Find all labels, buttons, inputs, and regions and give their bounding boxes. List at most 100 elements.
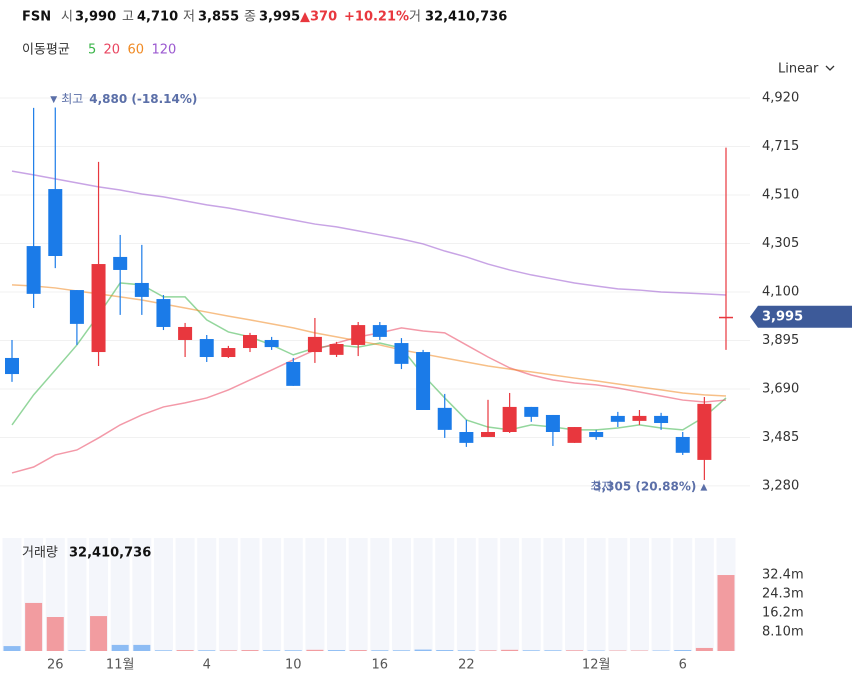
moving-average [11, 170, 727, 296]
volume-bar [306, 649, 324, 651]
candle-body [654, 415, 669, 424]
volume-column-bg [348, 538, 368, 651]
volume-column-bg [110, 538, 130, 651]
candle-body [286, 361, 301, 386]
legend-entry: 5 [88, 43, 96, 58]
candle-body [156, 299, 171, 327]
volume-bar [25, 602, 43, 651]
volume-column-bg [543, 538, 563, 651]
y-tick-label: 16.2m [762, 606, 804, 621]
candle-body [394, 343, 409, 364]
change: ▲370 [300, 10, 337, 25]
volume-bar [392, 650, 410, 651]
legend-entry: 60 [128, 43, 145, 58]
x-tick-label: 16 [372, 658, 389, 673]
x-tick-label: 10 [285, 658, 302, 673]
volume-bar [544, 650, 562, 651]
candle-body [610, 415, 625, 422]
annotation-value: 4,880 (-18.14%) [89, 92, 197, 106]
volume-column-bg [132, 538, 152, 651]
volume-column-bg [175, 538, 195, 651]
candle-body [524, 406, 539, 417]
volume-column-bg [67, 538, 87, 651]
volume-bar [46, 617, 64, 651]
candle-body [719, 316, 733, 319]
volume-column-bg [608, 538, 628, 651]
volume-title: 거래량 [22, 546, 58, 561]
symbol: FSN [22, 10, 51, 25]
volume-column-bg [305, 538, 325, 651]
moving-average [11, 327, 727, 474]
volume-bar [566, 650, 584, 651]
x-tick-label: 26 [47, 658, 64, 673]
candle-body [264, 339, 279, 348]
volume-bar [154, 650, 172, 651]
volume-bar [328, 650, 346, 651]
value: 4,710 [137, 10, 178, 25]
annotation-text: 최저 [590, 480, 612, 494]
volume-column-bg [413, 538, 433, 651]
y-tick-label: 3,690 [762, 381, 799, 396]
volume-column-bg [283, 538, 303, 651]
volume-bar [133, 644, 151, 651]
scale-label[interactable]: Linear [778, 62, 819, 77]
label: 고 [122, 10, 134, 25]
volume-column-bg [327, 538, 347, 651]
volume-column-bg [2, 538, 22, 651]
moving-average [11, 284, 727, 397]
candle-body [113, 256, 128, 270]
volume-bar [436, 650, 454, 651]
volume-column-bg [673, 538, 693, 651]
x-tick-label: 6 [679, 658, 687, 673]
candle-body [675, 436, 690, 453]
y-tick-label: 8.10m [762, 625, 804, 640]
volume-bar [90, 616, 108, 651]
volume-bar [479, 650, 497, 651]
candle-body [567, 427, 582, 443]
volume-bar [414, 649, 432, 651]
candle-body [178, 326, 193, 340]
volume-bar [717, 575, 735, 651]
volume-column-bg [370, 538, 390, 651]
price-tag [750, 305, 852, 328]
volume-total: 32,410,736 [69, 546, 151, 561]
volume-bar [3, 646, 21, 651]
y-tick-label: 3,280 [762, 478, 799, 493]
y-tick-label: 4,305 [762, 236, 799, 251]
y-tick-label: 24.3m [762, 587, 804, 602]
volume-bar [371, 650, 389, 651]
y-tick-label: 32.4m [762, 568, 804, 583]
candle-body [459, 432, 474, 443]
volume-column-bg [218, 538, 238, 651]
candle-body [329, 344, 344, 355]
volume-column-bg [651, 538, 671, 651]
candle-body [26, 246, 41, 294]
volume-bar [674, 650, 692, 651]
candle-body [416, 352, 431, 410]
y-tick-label: 4,920 [762, 90, 799, 105]
candle-body [437, 407, 452, 430]
volume-column-bg [478, 538, 498, 651]
candle-body [5, 357, 19, 375]
y-tick-label: 4,510 [762, 187, 799, 202]
candle-body [243, 335, 257, 349]
volume-column-bg [391, 538, 411, 651]
x-tick-label: 4 [203, 658, 211, 673]
volume-column-bg [197, 538, 217, 651]
volume-bar [198, 650, 216, 651]
candle-body [697, 403, 712, 460]
price-tag-label: 3,995 [762, 309, 803, 324]
volume-column-bg [565, 538, 585, 651]
candle-body [91, 264, 106, 353]
annotation-marker: ▼ [50, 95, 57, 105]
candle-body [372, 325, 387, 337]
ma-title: 이동평균 [22, 43, 70, 58]
volume-column-bg [629, 538, 649, 651]
scale-menu[interactable]: Linear [778, 62, 835, 77]
candle-body [351, 325, 366, 345]
change-pct: +10.21% [344, 10, 409, 25]
annotation-text: 최고 [61, 92, 83, 106]
volume-column-bg [500, 538, 520, 651]
candle-body [307, 336, 322, 353]
